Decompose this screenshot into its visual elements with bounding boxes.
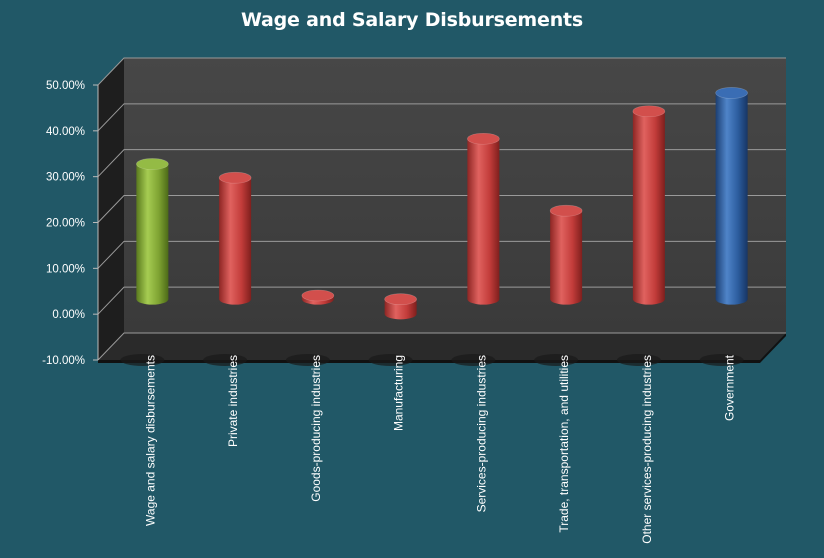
bar bbox=[285, 289, 335, 366]
chart-title: Wage and Salary Disbursements bbox=[240, 9, 584, 31]
bar-body bbox=[384, 299, 417, 320]
x-axis: Wage and salary disbursements Private ind… bbox=[143, 354, 736, 543]
bar-shadow bbox=[203, 354, 248, 366]
bar-cap bbox=[715, 87, 748, 99]
bar-body bbox=[136, 163, 169, 305]
y-tick-label: 10.00% bbox=[46, 263, 85, 275]
bar bbox=[368, 293, 417, 366]
gridline bbox=[97, 195, 786, 223]
bar-shadow bbox=[616, 354, 661, 366]
bar-cap bbox=[467, 132, 500, 145]
y-tick-label: 20.00% bbox=[46, 218, 85, 230]
y-axis: 50.00% 40.00% 30.00% 20.00% 10.00% 0.00% -10.0… bbox=[42, 80, 99, 367]
bar bbox=[203, 171, 252, 366]
bars bbox=[120, 87, 748, 366]
bar-body bbox=[632, 111, 665, 305]
bar-cap bbox=[384, 293, 417, 305]
bar bbox=[699, 87, 748, 366]
bar bbox=[451, 132, 500, 366]
bar-shadow bbox=[368, 354, 413, 366]
bar-shadow bbox=[451, 354, 496, 366]
y-tick-label: -10.00% bbox=[42, 355, 85, 367]
bar-cap bbox=[136, 158, 169, 170]
bar bbox=[120, 158, 169, 366]
floor-edge bbox=[98, 360, 760, 363]
bar-cap bbox=[218, 171, 252, 184]
y-tick-label: 50.00% bbox=[46, 80, 85, 92]
bar-shadow bbox=[699, 354, 744, 366]
gridline bbox=[97, 332, 786, 361]
bar-body bbox=[550, 210, 583, 305]
x-tick-label: Goods-producing industries bbox=[309, 355, 323, 502]
y-tick-label: 0.00% bbox=[52, 309, 85, 321]
x-tick-label: Manufacturing bbox=[392, 355, 406, 431]
bar-cap bbox=[632, 105, 666, 118]
x-tick-label: Private industries bbox=[226, 355, 240, 447]
bar-body bbox=[715, 92, 748, 305]
bar-shadow bbox=[120, 354, 165, 366]
bar-body bbox=[219, 177, 252, 305]
bar-cap bbox=[549, 204, 583, 217]
x-tick-label: Government bbox=[723, 354, 737, 421]
bar-shadow bbox=[534, 354, 579, 366]
floor-edge-side bbox=[760, 333, 786, 363]
gridlines bbox=[97, 57, 786, 361]
bar-cap bbox=[301, 289, 335, 302]
bar bbox=[616, 105, 666, 366]
gridline bbox=[97, 149, 786, 178]
bar-shadow bbox=[285, 354, 330, 366]
x-tick-label: Services-producing industries bbox=[474, 355, 488, 512]
x-tick-label: Trade, transportation, and utilities bbox=[557, 355, 571, 533]
bar-body bbox=[467, 138, 500, 305]
x-tick-label: Other services-producing industries bbox=[640, 355, 654, 544]
x-tick-label: Wage and salary disbursements bbox=[143, 355, 157, 526]
y-tick-label: 30.00% bbox=[46, 172, 85, 184]
bar bbox=[534, 204, 583, 366]
floor bbox=[98, 333, 786, 360]
gridline bbox=[97, 57, 786, 86]
gridline bbox=[97, 103, 786, 132]
y-tick-label: 40.00% bbox=[46, 126, 85, 138]
